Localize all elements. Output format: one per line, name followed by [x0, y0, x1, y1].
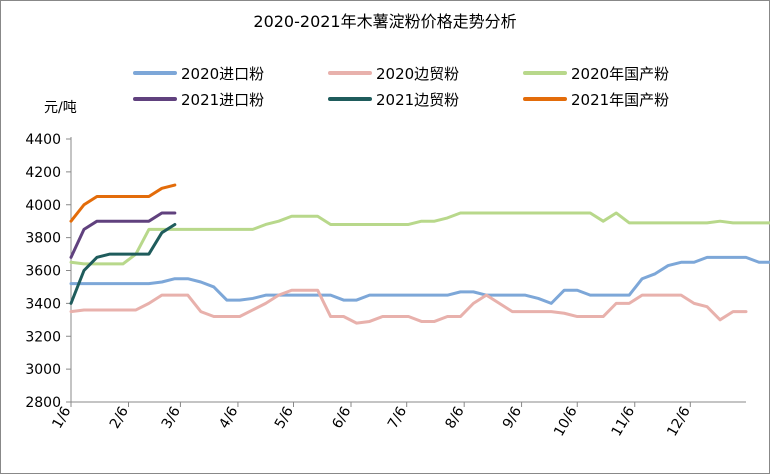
y-axis-unit-label: 元/吨	[44, 100, 77, 116]
y-tick-label: 4000	[25, 198, 61, 214]
legend-label: 2020边贸粉	[376, 65, 459, 83]
legend-label: 2020进口粉	[181, 65, 264, 83]
y-tick-label: 3400	[25, 296, 61, 312]
y-tick-label: 3800	[25, 231, 61, 247]
legend: 2020进口粉 2020边贸粉 2020年国产粉 2021进口粉 2021边贸粉 2021…	[133, 65, 669, 109]
y-tick-label: 3200	[25, 329, 61, 345]
series-line-4	[69, 211, 177, 259]
series-line-5	[69, 222, 177, 305]
series-lines	[69, 183, 770, 325]
legend-label: 2021年国产粉	[571, 91, 669, 109]
y-tick-label: 4400	[25, 132, 61, 148]
series-line-6	[69, 183, 177, 223]
series-line-1	[69, 255, 770, 305]
y-tick-label: 4200	[25, 165, 61, 181]
series-line-2	[69, 288, 748, 325]
legend-label: 2021进口粉	[181, 91, 264, 109]
legend-label: 2021边贸粉	[376, 91, 459, 109]
series-line-3	[69, 211, 770, 266]
legend-label: 2020年国产粉	[571, 65, 669, 83]
y-tick-label: 3600	[25, 264, 61, 280]
y-tick-label: 3000	[25, 362, 61, 378]
chart-title: 2020-2021年木薯淀粉价格走势分析	[253, 12, 516, 31]
y-tick-label: 2800	[25, 395, 61, 411]
